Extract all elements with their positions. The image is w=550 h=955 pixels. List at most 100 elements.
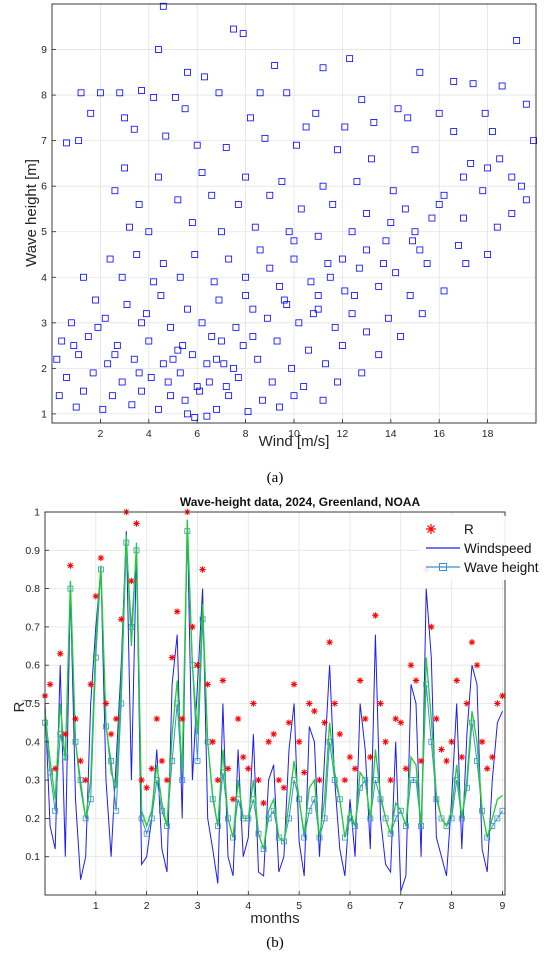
scatter-point [94,323,102,331]
scatter-point [322,360,329,368]
data-point-star [265,738,272,745]
scatter-point [271,62,279,69]
scatter-point [285,228,293,236]
chart-b-1-ytick-label: 0.8 [25,583,40,595]
scatter-point [225,255,233,263]
scatter-point [348,310,356,318]
svg-text:Rj: Rj [11,699,33,712]
data-point-star [82,776,89,784]
chart-a-ylabel: Wave height [m] [23,159,40,267]
scatter-point [341,287,349,295]
data-point-star [387,776,394,784]
data-point-star [280,784,288,791]
data-point-square [143,830,150,837]
scatter-point [150,93,158,101]
scatter-point [116,89,124,97]
chart-b-1-xtick-label: 5 [296,900,302,912]
scatter-point [208,191,216,199]
scatter-point [358,96,366,104]
scatter-point [261,134,269,142]
scatter-point [234,200,242,208]
scatter-point [406,292,414,299]
series-fit-line [44,519,503,850]
scatter-point [382,237,390,245]
chart-b-ylabel: Rj [11,699,33,712]
scatter-point [188,219,196,227]
scatter-point [314,292,322,299]
scatter-point [404,114,412,122]
series-line [44,519,503,850]
data-point-square [194,758,201,764]
scatter-point [145,228,153,236]
scatter-point [319,182,327,190]
scatter-point [244,408,252,416]
data-point-star [331,700,338,707]
chart-a-0-ytick-label: 1 [41,408,47,420]
scatter-point [295,319,303,327]
scatter-point [121,114,128,122]
scatter-point [334,146,341,154]
scatter-point [198,319,206,327]
scatter-point [222,383,230,390]
scatter-point [181,396,189,404]
chart-a-0-xtick-label: 8 [243,428,249,440]
scatter-point [210,278,218,286]
scatter-point [363,328,371,336]
scatter-point [176,273,184,281]
scatter-point [440,191,448,199]
data-point-square [453,777,460,783]
data-point-star [168,654,176,661]
data-point-star [443,757,450,765]
data-point-star [128,577,135,585]
data-point-star [57,650,64,657]
scatter-point [155,46,162,53]
scatter-point [130,125,138,133]
scatter-point [155,405,162,413]
scatter-point [239,342,247,349]
data-point-star [245,765,252,772]
scatter-point [409,237,416,245]
chart-b-1-xtick-label: 4 [245,900,251,912]
scatter-point [319,396,327,404]
scatter-point [111,351,119,359]
chart-a-0-xtick-label: 16 [433,428,445,440]
scatter-point [375,282,383,290]
scatter-point [397,333,404,340]
scatter-point [334,378,341,386]
scatter-point [196,387,204,395]
scatter-point [416,246,424,254]
data-point-star [194,662,201,669]
scatter-point [312,109,320,117]
legend-marker-star [426,524,436,534]
scatter-point [217,228,225,236]
data-point-star [484,765,491,772]
scatter-point [276,403,283,411]
scatter-point [428,214,436,222]
data-point-square [159,807,165,814]
data-point-star [295,738,303,745]
chart-b-1-xtick-label: 8 [449,900,455,912]
scatter-point [290,255,298,263]
scatter-point [201,73,208,81]
scatter-point [305,346,312,354]
chart-a-0-ytick-label: 4 [41,272,47,284]
scatter-point [191,251,199,258]
scatter-point [326,273,334,281]
scatter-point [297,205,305,213]
scatter-point [150,278,158,286]
scatter-point [55,392,63,400]
data-point-star [72,715,79,723]
scatter-point [193,383,201,390]
data-point-star [219,677,227,684]
scatter-point [314,305,322,313]
chart-b-ticks: 1 2 3 4 5 6 7 8 9 0.1 0.2 0.3 0.4 0.5 0.6 0.7 0.8 0.9 1 [25,507,505,913]
scatter-point [92,296,99,304]
scatter-point [348,228,356,236]
scatter-point [70,342,78,349]
chart-b-1-ytick-label: 0.9 [25,545,40,557]
scatter-point [174,196,182,204]
scatter-point [266,191,274,199]
data-point-square [270,807,277,814]
series-line [44,519,503,892]
data-point-star [402,765,410,772]
